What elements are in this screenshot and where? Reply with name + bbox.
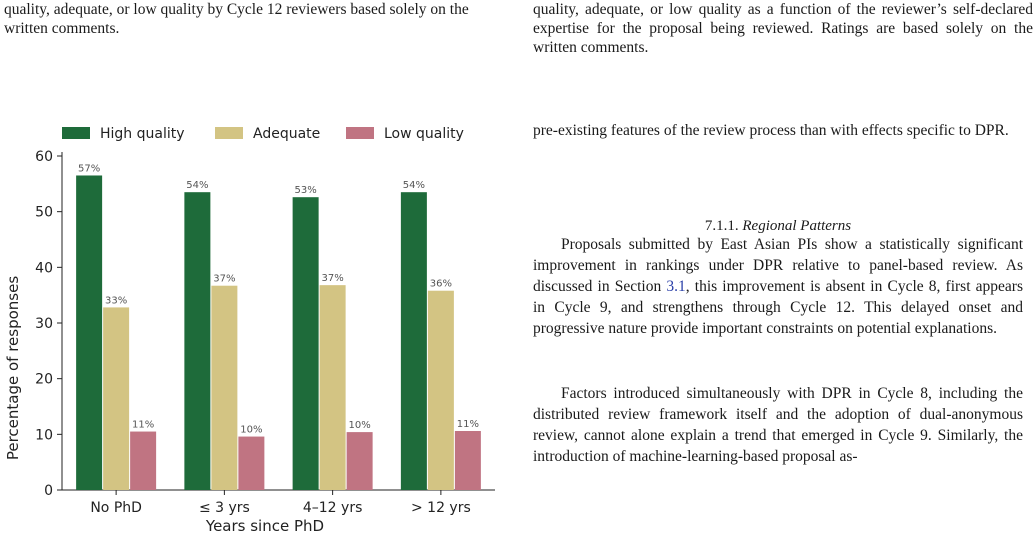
bar-high-quality [292, 197, 319, 490]
legend-swatch [215, 127, 243, 139]
y-axis-label: Percentage of responses [4, 276, 22, 461]
data-label: 37% [213, 274, 235, 285]
y-tick-label: 30 [35, 316, 53, 332]
data-label: 36% [430, 279, 452, 290]
x-tick-label: > 12 yrs [411, 500, 471, 516]
subsection-heading: 7.1.1. Regional Patterns [533, 216, 1023, 237]
section-reference-link[interactable]: 3.1 [666, 278, 686, 295]
y-tick-label: 60 [35, 149, 53, 165]
paragraph: Factors introduced simultaneously with D… [533, 385, 1023, 465]
data-label: 53% [295, 185, 317, 196]
figure-caption-left: quality, adequate, or low quality by Cyc… [4, 1, 469, 37]
data-label: 57% [78, 163, 100, 174]
legend-label: Adequate [253, 126, 320, 142]
legend-swatch [62, 127, 90, 139]
bar-adequate [427, 290, 454, 490]
data-label: 11% [132, 420, 154, 431]
x-tick-label: ≤ 3 yrs [199, 500, 250, 516]
x-tick-label: No PhD [90, 500, 142, 516]
bar-adequate [103, 307, 130, 490]
bar-chart: High quality Adequate Low quality 0 10 20 30 4… [4, 126, 495, 535]
paragraph: pre-existing features of the review proc… [533, 122, 1009, 139]
legend-label: High quality [100, 126, 185, 142]
paragraph-text: Proposals submitted by East Asian PIs sh… [533, 236, 1023, 295]
data-label: 10% [240, 425, 262, 436]
bar-low-quality [238, 436, 265, 490]
data-label: 54% [186, 180, 208, 191]
data-label: 10% [349, 420, 371, 431]
data-label: 33% [105, 295, 127, 306]
data-label: 37% [322, 273, 344, 284]
bar-high-quality [400, 192, 427, 490]
paragraph-text: , this improvement is absent in Cycle 8,… [533, 278, 1023, 337]
right-column: quality, adequate, or low quality as a f… [533, 0, 1033, 465]
data-label: 11% [457, 419, 479, 430]
y-tick-label: 40 [35, 260, 53, 276]
bar-low-quality [454, 430, 481, 490]
chart-legend: High quality Adequate Low quality [62, 126, 464, 142]
bar-adequate [319, 285, 346, 490]
chart-bars: 57% 33% 11% 54% 37% 10% 53% 37% 10% 54% 36% 11% [76, 163, 481, 490]
x-tick-label: 4–12 yrs [303, 500, 363, 516]
bar-adequate [211, 285, 238, 490]
y-tick-label: 50 [35, 205, 53, 221]
bar-low-quality [346, 432, 373, 490]
subsection-number: 7.1.1. [704, 218, 739, 234]
y-tick-label: 20 [35, 372, 53, 388]
subsection-title: Regional Patterns [742, 218, 852, 234]
figure-caption-right: quality, adequate, or low quality as a f… [533, 1, 1033, 56]
legend-swatch [346, 127, 374, 139]
bar-high-quality [76, 175, 103, 490]
data-label: 54% [403, 180, 425, 191]
bar-low-quality [130, 431, 157, 490]
y-tick-label: 10 [35, 427, 53, 443]
y-tick-label: 0 [44, 483, 53, 499]
bar-high-quality [184, 192, 211, 490]
legend-label: Low quality [384, 126, 464, 142]
x-axis-label: Years since PhD [205, 517, 324, 535]
paragraph: Proposals submitted by East Asian PIs sh… [533, 234, 1023, 339]
